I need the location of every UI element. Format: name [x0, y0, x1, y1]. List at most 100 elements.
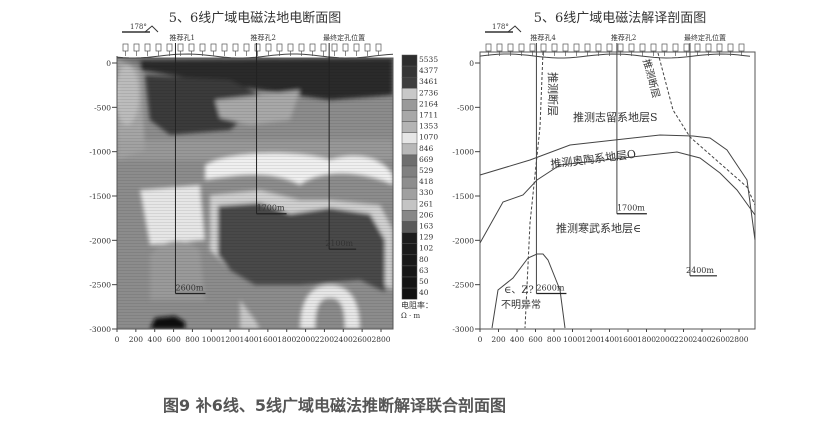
x-tick-label: 1800 — [277, 335, 296, 344]
station-icon — [683, 43, 690, 52]
legend-swatch — [401, 110, 418, 122]
legend-swatch — [401, 143, 418, 156]
station-icon — [276, 43, 283, 52]
legend-value: 40 — [419, 288, 429, 297]
legend-swatch — [401, 99, 418, 111]
y-tick-label: 0 — [106, 59, 111, 68]
x-tick-label: 600 — [528, 335, 543, 344]
legend-swatch — [401, 65, 418, 78]
legend-value: 3461 — [419, 77, 438, 86]
left-boreholes: 2600m 推荐孔1 1700m 推荐孔2 2100m 最终定孔位置 — [169, 33, 365, 295]
anomaly-label-1: ∈、Z? — [504, 285, 534, 296]
station-icon — [243, 43, 250, 52]
borehole: 1700m 推荐孔2 — [611, 33, 647, 215]
station-icon — [320, 43, 327, 52]
borehole-label: 推荐孔2 — [251, 33, 276, 42]
x-tick-label: 1000 — [563, 335, 582, 344]
station-icon — [199, 43, 206, 52]
station-icon — [144, 43, 151, 52]
legend-swatch — [401, 221, 418, 233]
legend-value: 80 — [419, 255, 429, 264]
x-tick-label: 0 — [115, 335, 120, 344]
station-icon — [177, 43, 184, 52]
station-icon — [507, 43, 514, 52]
x-tick-label: 2400 — [692, 335, 711, 344]
station-icon — [496, 43, 503, 52]
legend-value: 4377 — [419, 66, 438, 75]
surface-line — [479, 53, 751, 59]
left-heatmap — [117, 58, 393, 329]
station-icon — [716, 43, 723, 52]
station-icon — [133, 43, 140, 52]
x-tick-label: 400 — [510, 335, 525, 344]
legend-value: 846 — [419, 144, 434, 153]
legend-swatch — [401, 199, 418, 211]
borehole: 2400m 最终定孔位置 — [684, 33, 726, 277]
legend-unit: 电阻率： — [401, 300, 433, 310]
x-tick-label: 1200 — [581, 335, 600, 344]
anomaly-label-2: 不明异常 — [501, 298, 541, 311]
x-tick-label: 2800 — [371, 335, 390, 344]
legend-swatch — [401, 54, 418, 67]
y-tick-label: -2500 — [452, 281, 474, 290]
station-icon — [727, 43, 734, 52]
legend-swatch — [401, 76, 418, 89]
right-plot-frame — [479, 51, 756, 330]
borehole: 2100m 最终定孔位置 — [323, 33, 365, 250]
legend-value: 669 — [419, 155, 434, 164]
station-icon — [540, 43, 547, 52]
station-icon — [122, 43, 129, 52]
legend-swatch — [401, 165, 418, 178]
right-topography — [479, 43, 751, 59]
right-title: 5、6线广域电磁法解译剖面图 — [534, 11, 707, 26]
station-icon — [650, 43, 657, 52]
fault-left-label: 推测断层 — [546, 72, 560, 116]
x-tick-label: 1600 — [618, 335, 637, 344]
legend-value: 129 — [419, 233, 434, 242]
station-icon — [639, 43, 646, 52]
legend-value: 1070 — [419, 133, 438, 142]
left-topography — [116, 43, 394, 59]
borehole-label: 推荐孔2 — [611, 33, 636, 42]
station-icon — [694, 43, 701, 52]
station-icon — [738, 43, 745, 52]
legend-swatch — [401, 176, 418, 189]
right-axes: 0 200 400 600 800 1000 1200 1400 1600 1800 2000 220… — [452, 59, 748, 344]
station-icon — [562, 43, 569, 52]
borehole: 2600m 推荐孔1 — [169, 33, 206, 295]
x-tick-label: 800 — [185, 335, 200, 344]
right-azimuth: 178° — [485, 23, 522, 33]
left-title: 5、6线广域电磁法地电断面图 — [169, 11, 342, 26]
station-icon — [353, 43, 360, 52]
borehole-label: 最终定孔位置 — [684, 33, 726, 42]
legend-value: 261 — [419, 199, 433, 208]
y-tick-label: -1500 — [452, 192, 474, 201]
station-icon — [254, 43, 261, 52]
legend-swatch — [401, 265, 418, 278]
x-tick-label: 1000 — [202, 335, 221, 344]
station-icon — [364, 43, 371, 52]
y-tick-label: -3000 — [89, 325, 111, 334]
x-tick-label: 1400 — [600, 335, 619, 344]
left-plot-frame — [116, 57, 394, 330]
fault-right-label: 推测断层 — [640, 57, 663, 99]
figure-caption: 图9 补6线、5线广域电磁法推断解译联合剖面图 — [163, 396, 506, 415]
station-icon — [485, 43, 492, 52]
station-icon — [331, 43, 338, 52]
y-tick-label: -2000 — [89, 236, 111, 245]
legend-swatch — [401, 287, 418, 300]
station-icon — [298, 43, 305, 52]
x-tick-label: 2200 — [315, 335, 334, 344]
borehole-depth-label: 2400m — [686, 266, 714, 275]
borehole-label: 推荐孔1 — [169, 33, 194, 42]
anomaly-body — [491, 253, 566, 329]
legend-swatch — [401, 254, 418, 267]
left-azimuth: 178° — [122, 23, 159, 33]
legend-swatch — [401, 121, 418, 133]
station-icon — [573, 43, 580, 52]
y-tick-label: -1000 — [452, 148, 474, 157]
x-tick-label: 200 — [491, 335, 506, 344]
legend-value: 50 — [419, 277, 429, 286]
y-tick-label: -1000 — [89, 148, 111, 157]
